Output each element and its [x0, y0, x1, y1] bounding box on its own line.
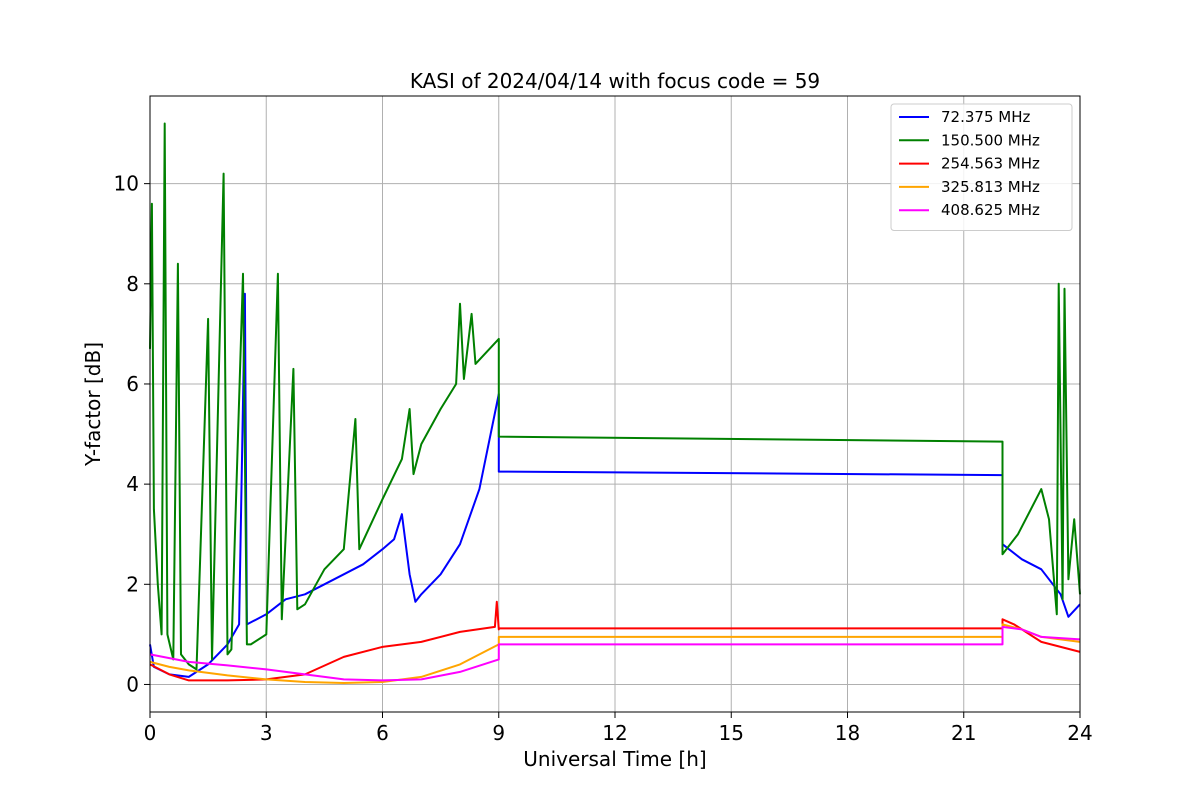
grid [149, 96, 1081, 712]
x-tick-label: 12 [602, 721, 627, 745]
y-axis-label: Y-factor [dB] [81, 342, 105, 467]
legend-entry: 150.500 MHz [941, 131, 1040, 149]
y-tick-label: 2 [126, 572, 139, 596]
x-tick-label: 15 [719, 721, 744, 745]
series-group [149, 122, 1081, 684]
x-tick-label: 24 [1067, 721, 1092, 745]
y-tick-label: 8 [126, 272, 139, 296]
series-line-3 [149, 623, 1081, 684]
series-line-4 [149, 625, 1081, 682]
x-tick-label: 18 [835, 721, 860, 745]
y-tick-label: 10 [114, 172, 139, 196]
y-tick-label: 6 [126, 372, 139, 396]
x-tick-label: 6 [376, 721, 389, 745]
x-tick-label: 21 [951, 721, 976, 745]
legend-box [890, 103, 1073, 231]
y-tick-label: 4 [126, 472, 139, 496]
legend-entry: 325.813 MHz [941, 178, 1040, 196]
series-line-1 [149, 122, 1081, 671]
legend-entry: 408.625 MHz [941, 201, 1040, 219]
x-tick-label: 9 [492, 721, 505, 745]
series-line-2 [149, 600, 1081, 682]
x-axis-label: Universal Time [h] [523, 747, 706, 771]
y-tick-label: 0 [126, 672, 139, 696]
x-tick-label: 3 [260, 721, 273, 745]
legend: 72.375 MHz 150.500 MHz 254.563 MHz 325.8… [890, 103, 1073, 231]
legend-entry: 72.375 MHz [941, 108, 1030, 126]
chart-title: KASI of 2024/04/14 with focus code = 59 [410, 69, 820, 93]
x-tick-label: 0 [144, 721, 157, 745]
legend-entry: 254.563 MHz [941, 155, 1040, 173]
